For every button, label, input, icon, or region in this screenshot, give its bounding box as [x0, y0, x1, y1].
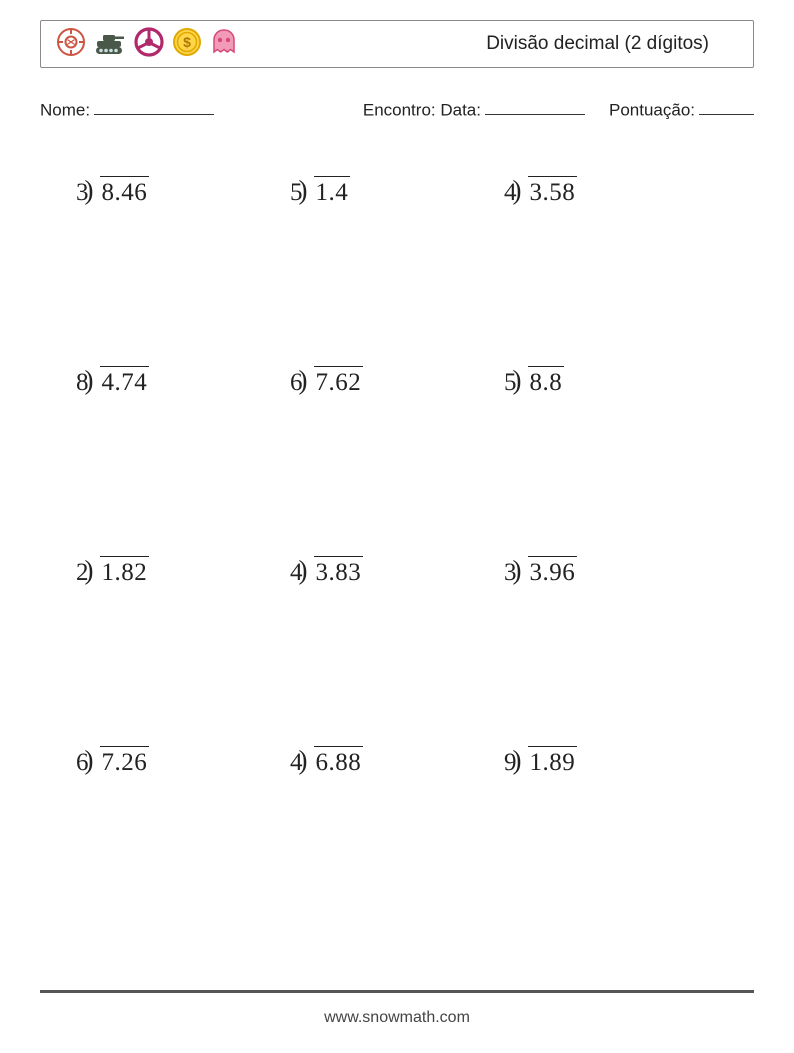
division-bracket: 3.58	[518, 180, 580, 205]
info-row: Nome: Encontro: Data: Pontuação:	[40, 100, 754, 120]
problem: 67.62	[290, 370, 504, 395]
problem: 43.83	[290, 560, 504, 585]
name-label: Nome:	[40, 100, 90, 119]
steering-icon	[133, 26, 165, 63]
dividend: 7.26	[100, 746, 150, 776]
division-bracket: 8.46	[90, 180, 152, 205]
score-blank[interactable]	[699, 100, 754, 115]
dividend: 7.62	[314, 366, 364, 396]
division-bracket: 4.74	[90, 370, 152, 395]
header-icons: $	[55, 26, 239, 63]
name-blank[interactable]	[94, 100, 214, 115]
dividend: 1.89	[528, 746, 578, 776]
lifebuoy-icon	[55, 26, 87, 63]
dividend: 3.58	[528, 176, 578, 206]
division-bracket: 3.96	[518, 560, 580, 585]
ghost-icon	[209, 26, 239, 63]
dividend: 1.82	[100, 556, 150, 586]
problem: 91.89	[504, 750, 718, 775]
division-bracket: 1.89	[518, 750, 580, 775]
problem: 33.96	[504, 560, 718, 585]
date-label: Encontro: Data:	[363, 100, 481, 119]
division-bracket: 7.26	[90, 750, 152, 775]
division-bracket: 3.83	[304, 560, 366, 585]
problem: 84.74	[76, 370, 290, 395]
dividend: 8.46	[100, 176, 150, 206]
problem: 51.4	[290, 180, 504, 205]
division-bracket: 1.4	[304, 180, 353, 205]
date-blank[interactable]	[485, 100, 585, 115]
dividend: 3.83	[314, 556, 364, 586]
division-bracket: 6.88	[304, 750, 366, 775]
footer-url: www.snowmath.com	[0, 1009, 794, 1027]
dividend: 1.4	[314, 176, 351, 206]
division-bracket: 8.8	[518, 370, 567, 395]
tank-icon	[93, 26, 127, 63]
division-bracket: 1.82	[90, 560, 152, 585]
score-label: Pontuação:	[609, 100, 695, 119]
dividend: 8.8	[528, 366, 565, 396]
problem: 38.46	[76, 180, 290, 205]
problem: 43.58	[504, 180, 718, 205]
header-box: $ Divisão decimal (2 dígitos)	[40, 20, 754, 68]
dividend: 3.96	[528, 556, 578, 586]
dividend: 6.88	[314, 746, 364, 776]
division-bracket: 7.62	[304, 370, 366, 395]
worksheet-title: Divisão decimal (2 dígitos)	[486, 33, 739, 55]
problem: 21.82	[76, 560, 290, 585]
svg-text:$: $	[183, 34, 191, 50]
footer-rule	[40, 990, 754, 993]
dividend: 4.74	[100, 366, 150, 396]
problem: 58.8	[504, 370, 718, 395]
coin-icon: $	[171, 26, 203, 63]
problem: 67.26	[76, 750, 290, 775]
problems-grid: 38.4651.443.58 84.7467.6258.8 21.8243.8333…	[40, 160, 754, 775]
problem: 46.88	[290, 750, 504, 775]
